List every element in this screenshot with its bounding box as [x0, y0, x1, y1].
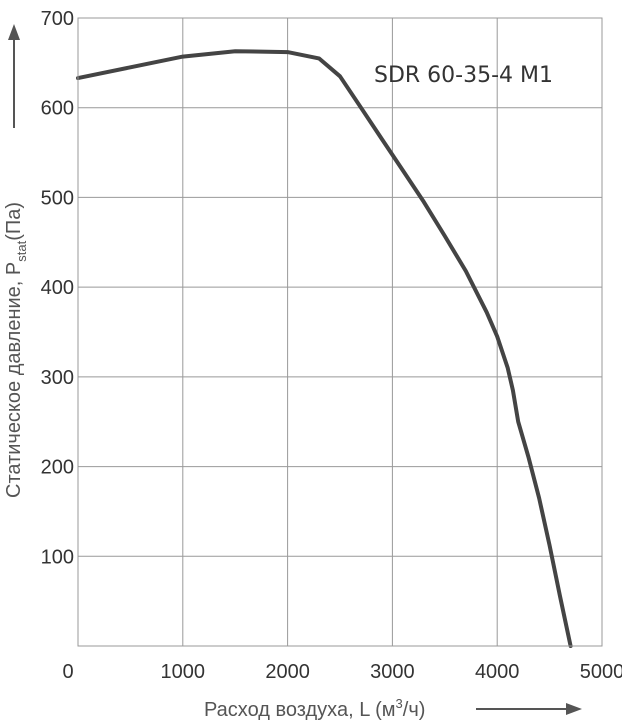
x-axis-arrowhead	[566, 703, 582, 715]
svg-text:Статическое давление, Pstat(Па: Статическое давление, Pstat(Па)	[3, 202, 29, 498]
y-tick-label: 700	[41, 8, 74, 30]
x-axis-title: Расход воздуха, L (м3/ч)	[204, 696, 582, 721]
series-label: SDR 60-35-4 M1	[374, 63, 553, 88]
x-tick-label: 4000	[475, 661, 520, 683]
x-axis-title-end: /ч)	[403, 699, 426, 721]
grid	[77, 17, 603, 646]
series-line	[76, 49, 573, 648]
y-tick-label: 100	[41, 546, 74, 568]
y-axis-title-sub: stat	[14, 240, 29, 261]
tick-labels: 1000 2000 3000 4000 5000 0 100 200 300 400 500 600 7…	[41, 8, 622, 683]
x-tick-label: 1000	[161, 661, 206, 683]
y-axis-title-end: (Па)	[3, 202, 25, 241]
x-axis-title-sup: 3	[396, 696, 403, 711]
y-tick-label: 500	[41, 187, 74, 209]
y-tick-label: 200	[41, 457, 74, 479]
x-tick-label: 5000	[580, 661, 622, 683]
y-axis-arrowhead	[8, 24, 20, 40]
plot-frame	[77, 17, 603, 647]
y-tick-label: 400	[41, 277, 74, 299]
y-axis-title-main: Статическое давление, P	[3, 262, 25, 498]
x-axis-title-main: Расход воздуха, L (м	[204, 699, 396, 721]
y-tick-label: 600	[41, 98, 74, 120]
y-axis-title: Статическое давление, Pstat(Па)	[3, 24, 29, 498]
x-tick-label: 3000	[370, 661, 415, 683]
origin-tick-label: 0	[62, 661, 73, 683]
svg-text:Расход воздуха, L (м3/ч): Расход воздуха, L (м3/ч)	[204, 696, 425, 721]
x-tick-label: 2000	[265, 661, 310, 683]
y-tick-label: 300	[41, 367, 74, 389]
series-layer	[76, 49, 573, 648]
